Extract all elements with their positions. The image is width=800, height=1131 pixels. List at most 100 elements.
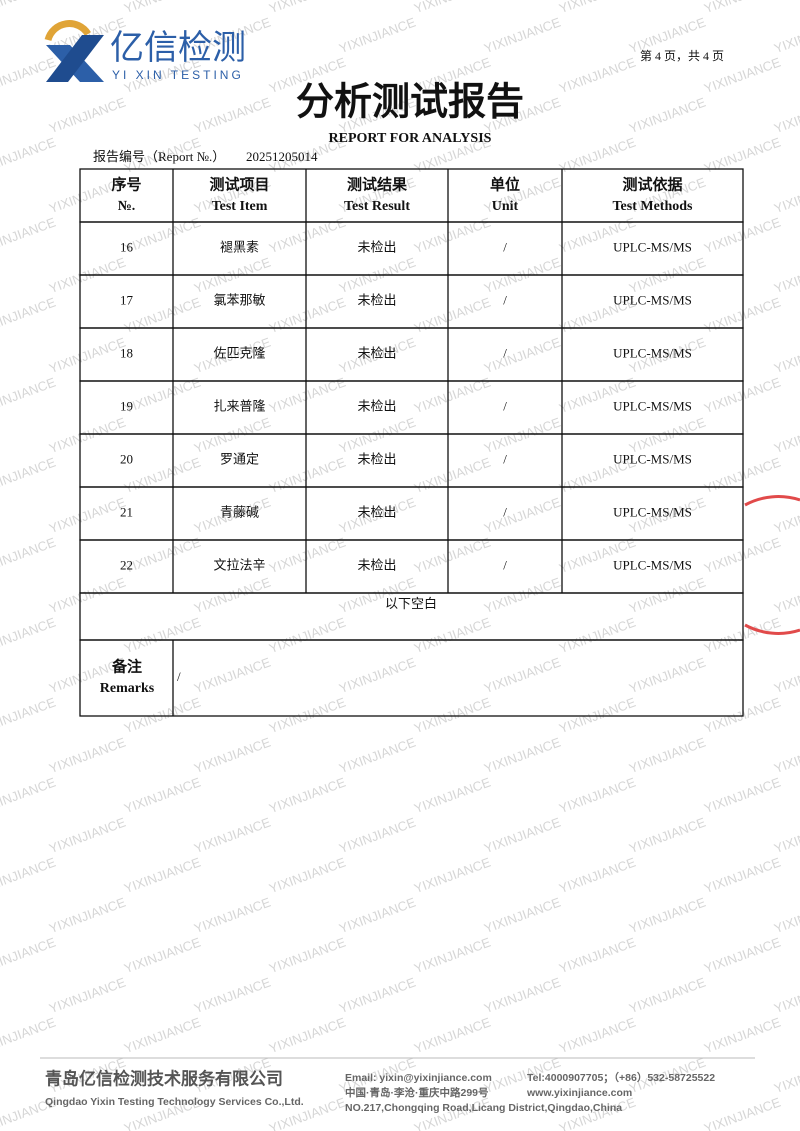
watermark: YIXINJIANCE [267, 774, 348, 816]
column-header-zh: 测试结果 [347, 175, 408, 193]
watermark: YIXINJIANCE [482, 894, 563, 936]
watermark: YIXINJIANCE [627, 574, 708, 616]
watermark: YIXINJIANCE [122, 694, 203, 736]
watermark: YIXINJIANCE [47, 894, 128, 936]
remarks-row [79, 639, 744, 717]
watermark: YIXINJIANCE [557, 614, 638, 656]
watermark: YIXINJIANCE [0, 534, 58, 576]
table-cell: / [503, 239, 507, 254]
watermark: YIXINJIANCE [482, 14, 563, 56]
column-header-en: Unit [492, 199, 519, 214]
watermark: YIXINJIANCE [557, 854, 638, 896]
watermark: YIXINJIANCE [0, 774, 58, 816]
watermark: YIXINJIANCE [337, 894, 418, 936]
watermark: YIXINJIANCE [267, 1014, 348, 1056]
logo: 亿信检测 YI XIN TESTING [44, 20, 246, 82]
address-cn: 中国·青岛·李沧·重庆中路299号 [345, 1086, 489, 1099]
address-en: NO.217,Chongqing Road,Licang District,Qi… [345, 1102, 622, 1114]
table-cell: 17 [120, 292, 134, 307]
watermark: YIXINJIANCE [0, 214, 58, 256]
watermark: YIXINJIANCE [192, 654, 273, 696]
table-cell: 褪黑素 [220, 239, 259, 254]
watermark: YIXINJIANCE [772, 334, 800, 376]
watermark: YIXINJIANCE [192, 734, 273, 776]
watermark: YIXINJIANCE [412, 774, 493, 816]
remarks-value: / [177, 669, 181, 684]
column-header-en: Test Item [212, 199, 268, 214]
watermark: YIXINJIANCE [702, 934, 783, 976]
watermark: YIXINJIANCE [122, 1014, 203, 1056]
table-cell: 未检出 [357, 557, 396, 572]
watermark: YIXINJIANCE [0, 934, 58, 976]
table-cell: 未检出 [357, 398, 396, 413]
report-no: 20251205014 [246, 149, 318, 164]
table-cell: 22 [120, 557, 133, 572]
title: 分析测试报告 [296, 82, 524, 124]
watermark: YIXINJIANCE [47, 574, 128, 616]
watermark: YIXINJIANCE [702, 0, 783, 16]
column-header-en: №. [118, 199, 136, 214]
watermark: YIXINJIANCE [267, 0, 348, 16]
watermark: YIXINJIANCE [557, 774, 638, 816]
page-number: 第 4 页，共 4 页 [640, 49, 724, 63]
table-cell: 扎来普隆 [213, 398, 265, 413]
table-cell: 氯苯那敏 [213, 292, 265, 307]
column-header-en: Test Methods [613, 199, 694, 214]
watermark: YIXINJIANCE [192, 894, 273, 936]
watermark: YIXINJIANCE [267, 534, 348, 576]
watermark: YIXINJIANCE [337, 14, 418, 56]
company-en: Qingdao Yixin Testing Technology Service… [45, 1096, 304, 1108]
watermark: YIXINJIANCE [0, 134, 58, 176]
table-cell: / [503, 292, 507, 307]
watermark: YIXINJIANCE [557, 134, 638, 176]
watermark: YIXINJIANCE [772, 734, 800, 776]
watermark: YIXINJIANCE [412, 534, 493, 576]
watermark: YIXINJIANCE [627, 414, 708, 456]
watermark: YIXINJIANCE [0, 0, 58, 16]
watermark: YIXINJIANCE [557, 694, 638, 736]
watermark: YIXINJIANCE [627, 974, 708, 1016]
watermark: YIXINJIANCE [772, 814, 800, 856]
watermark: YIXINJIANCE [412, 214, 493, 256]
watermark: YIXINJIANCE [412, 0, 493, 16]
watermark: YIXINJIANCE [122, 854, 203, 896]
watermark: YIXINJIANCE [772, 14, 800, 56]
table-cell: / [503, 398, 507, 413]
watermark: YIXINJIANCE [627, 734, 708, 776]
watermark: YIXINJIANCE [337, 814, 418, 856]
watermark: YIXINJIANCE [482, 574, 563, 616]
watermark: YIXINJIANCE [482, 494, 563, 536]
watermark: YIXINJIANCE [627, 654, 708, 696]
watermark: YIXINJIANCE [47, 814, 128, 856]
watermark: YIXINJIANCE [0, 294, 58, 336]
watermark: YIXINJIANCE [122, 214, 203, 256]
watermark: YIXINJIANCE [192, 574, 273, 616]
watermark: YIXINJIANCE [412, 694, 493, 736]
table-cell: 文拉法辛 [213, 557, 265, 572]
watermark: YIXINJIANCE [557, 934, 638, 976]
watermark: YIXINJIANCE [772, 94, 800, 136]
website: www.yixinjiance.com [526, 1087, 632, 1099]
table-cell: 青藤碱 [220, 504, 259, 519]
table-cell: 罗通定 [220, 451, 259, 466]
watermark: YIXINJIANCE [192, 414, 273, 456]
table-cell: 19 [120, 398, 133, 413]
watermark: YIXINJIANCE [337, 974, 418, 1016]
watermark: YIXINJIANCE [702, 1014, 783, 1056]
table-cell: UPLC-MS/MS [613, 451, 692, 466]
logo-cn: 亿信检测 [110, 29, 246, 67]
table-cell: 18 [120, 345, 133, 360]
table: 序号 №. 测试项目 Test Item 测试结果 Test Result 单位 Unit 测试… [79, 168, 744, 717]
watermark: YIXINJIANCE [0, 454, 58, 496]
watermark: YIXINJIANCE [337, 414, 418, 456]
watermark: YIXINJIANCE [0, 854, 58, 896]
table-cell: UPLC-MS/MS [613, 398, 692, 413]
watermark: YIXINJIANCE [627, 894, 708, 936]
watermark: YIXINJIANCE [0, 374, 58, 416]
watermark: YIXINJIANCE [337, 734, 418, 776]
watermark: YIXINJIANCE [772, 1054, 800, 1096]
watermark: YIXINJIANCE [47, 94, 128, 136]
watermark: YIXINJIANCE [482, 734, 563, 776]
report-no-label: 报告编号（Report №.） [93, 149, 225, 164]
